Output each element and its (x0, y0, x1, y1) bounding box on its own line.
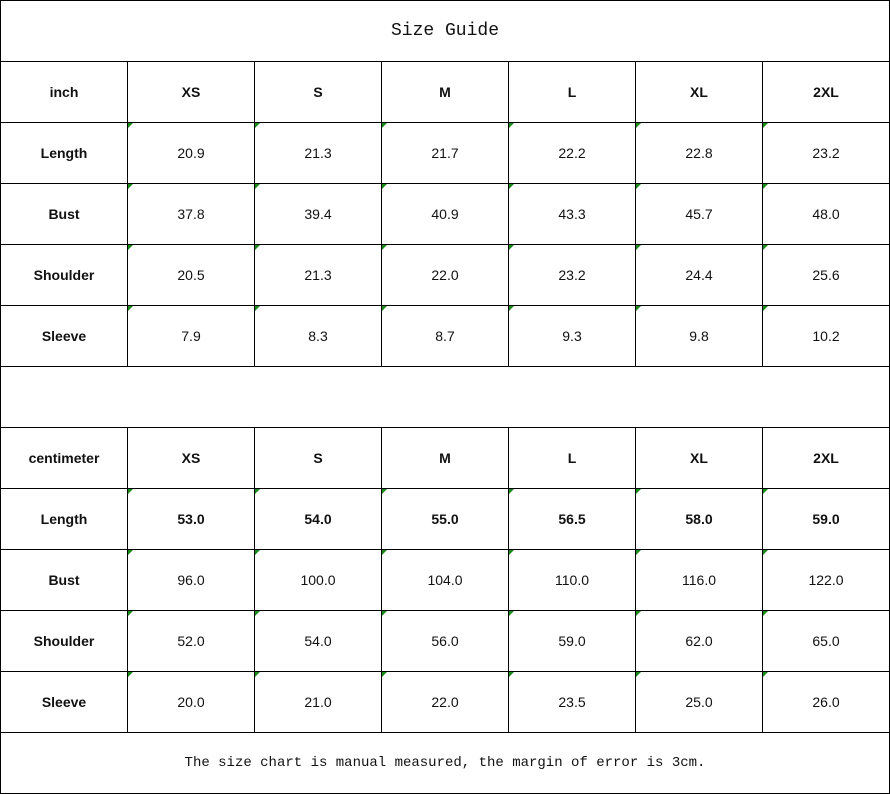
size-header-xl: XL (635, 61, 763, 123)
table-row-sleeve: Sleeve 7.9 8.3 8.7 9.3 9.8 10.2 (0, 305, 890, 367)
value-cell: 21.7 (381, 122, 509, 184)
spacer-row (0, 366, 890, 428)
value-cell: 25.6 (762, 244, 890, 306)
value-cell: 26.0 (762, 671, 890, 733)
value-cell: 22.0 (381, 671, 509, 733)
value-cell: 25.0 (635, 671, 763, 733)
size-header-xs: XS (127, 427, 255, 489)
value-cell: 62.0 (635, 610, 763, 672)
value-cell: 22.0 (381, 244, 509, 306)
value-cell: 21.3 (254, 244, 382, 306)
value-cell: 116.0 (635, 549, 763, 611)
value-cell: 22.2 (508, 122, 636, 184)
note-row: The size chart is manual measured, the m… (0, 732, 890, 794)
size-header-l: L (508, 61, 636, 123)
value-cell: 20.5 (127, 244, 255, 306)
value-cell: 45.7 (635, 183, 763, 245)
value-cell: 53.0 (127, 488, 255, 550)
value-cell: 56.5 (508, 488, 636, 550)
size-header-s: S (254, 427, 382, 489)
value-cell: 110.0 (508, 549, 636, 611)
size-header-m: M (381, 427, 509, 489)
value-cell: 40.9 (381, 183, 509, 245)
value-cell: 9.8 (635, 305, 763, 367)
value-cell: 58.0 (635, 488, 763, 550)
size-header-s: S (254, 61, 382, 123)
row-label: Bust (0, 549, 128, 611)
value-cell: 20.9 (127, 122, 255, 184)
size-header-2xl: 2XL (762, 427, 890, 489)
value-cell: 54.0 (254, 488, 382, 550)
table-row-bust: Bust 96.0 100.0 104.0 110.0 116.0 122.0 (0, 549, 890, 611)
value-cell: 8.7 (381, 305, 509, 367)
row-label: Bust (0, 183, 128, 245)
value-cell: 65.0 (762, 610, 890, 672)
page-title: Size Guide (0, 0, 890, 62)
value-cell: 59.0 (762, 488, 890, 550)
size-header-m: M (381, 61, 509, 123)
value-cell: 21.0 (254, 671, 382, 733)
value-cell: 104.0 (381, 549, 509, 611)
title-row: Size Guide (0, 0, 890, 62)
row-label: Shoulder (0, 610, 128, 672)
value-cell: 24.4 (635, 244, 763, 306)
value-cell: 22.8 (635, 122, 763, 184)
value-cell: 37.8 (127, 183, 255, 245)
value-cell: 23.5 (508, 671, 636, 733)
value-cell: 122.0 (762, 549, 890, 611)
value-cell: 54.0 (254, 610, 382, 672)
value-cell: 23.2 (508, 244, 636, 306)
value-cell: 100.0 (254, 549, 382, 611)
value-cell: 56.0 (381, 610, 509, 672)
row-label: Sleeve (0, 671, 128, 733)
table-row-length: Length 53.0 54.0 55.0 56.5 58.0 59.0 (0, 488, 890, 550)
header-row: inch XS S M L XL 2XL (0, 61, 890, 123)
size-header-xs: XS (127, 61, 255, 123)
value-cell: 52.0 (127, 610, 255, 672)
size-header-2xl: 2XL (762, 61, 890, 123)
table-row-bust: Bust 37.8 39.4 40.9 43.3 45.7 48.0 (0, 183, 890, 245)
value-cell: 9.3 (508, 305, 636, 367)
spacer-cell (0, 366, 890, 428)
value-cell: 7.9 (127, 305, 255, 367)
table-row-shoulder: Shoulder 52.0 54.0 56.0 59.0 62.0 65.0 (0, 610, 890, 672)
row-label: Length (0, 488, 128, 550)
value-cell: 39.4 (254, 183, 382, 245)
value-cell: 23.2 (762, 122, 890, 184)
value-cell: 21.3 (254, 122, 382, 184)
value-cell: 48.0 (762, 183, 890, 245)
value-cell: 20.0 (127, 671, 255, 733)
value-cell: 59.0 (508, 610, 636, 672)
value-cell: 55.0 (381, 488, 509, 550)
table-row-sleeve: Sleeve 20.0 21.0 22.0 23.5 25.0 26.0 (0, 671, 890, 733)
table-row-shoulder: Shoulder 20.5 21.3 22.0 23.2 24.4 25.6 (0, 244, 890, 306)
value-cell: 8.3 (254, 305, 382, 367)
row-label: Length (0, 122, 128, 184)
row-label: Sleeve (0, 305, 128, 367)
value-cell: 10.2 (762, 305, 890, 367)
size-header-xl: XL (635, 427, 763, 489)
value-cell: 96.0 (127, 549, 255, 611)
measurement-note: The size chart is manual measured, the m… (0, 732, 890, 794)
unit-header: centimeter (0, 427, 128, 489)
unit-header: inch (0, 61, 128, 123)
table-row-length: Length 20.9 21.3 21.7 22.2 22.8 23.2 (0, 122, 890, 184)
row-label: Shoulder (0, 244, 128, 306)
header-row: centimeter XS S M L XL 2XL (0, 427, 890, 489)
value-cell: 43.3 (508, 183, 636, 245)
size-header-l: L (508, 427, 636, 489)
